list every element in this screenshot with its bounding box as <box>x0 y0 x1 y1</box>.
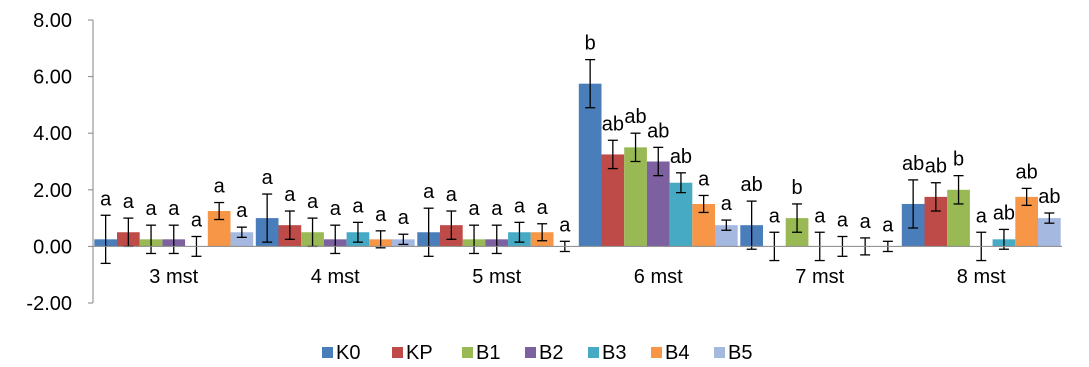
bar <box>646 161 670 247</box>
significance-label: a <box>882 214 894 236</box>
legend-label: B1 <box>476 342 500 364</box>
significance-label: b <box>791 177 802 199</box>
significance-label: a <box>837 209 849 231</box>
legend-label: B3 <box>602 342 626 364</box>
significance-label: a <box>537 197 549 219</box>
significance-label: a <box>168 198 180 220</box>
significance-label: a <box>423 181 435 203</box>
significance-label: a <box>976 205 988 227</box>
legend-swatch <box>714 347 725 358</box>
significance-label: ab <box>647 120 669 142</box>
significance-label: a <box>145 198 157 220</box>
significance-label: a <box>375 204 387 226</box>
significance-label: ab <box>602 113 624 135</box>
significance-label: a <box>123 191 135 213</box>
legend-label: B2 <box>539 342 563 364</box>
significance-label: a <box>514 195 526 217</box>
significance-label: a <box>330 198 342 220</box>
y-tick-label: 8.00 <box>33 10 72 32</box>
legend-swatch <box>651 347 662 358</box>
significance-label: a <box>860 211 872 233</box>
x-tick-label: 6 mst <box>634 266 683 288</box>
bar <box>924 196 948 247</box>
significance-label: a <box>721 193 733 215</box>
bar <box>1038 218 1061 247</box>
significance-label: a <box>814 205 826 227</box>
significance-label: a <box>307 191 319 213</box>
bar <box>578 83 602 247</box>
legend-label: B4 <box>665 342 689 364</box>
bar <box>947 189 970 247</box>
significance-label: ab <box>1038 186 1060 208</box>
y-axis: 8.00 6.00 4.00 2.00 0.00 -2.00 <box>26 10 94 315</box>
x-tick-label: 5 mst <box>472 266 521 288</box>
x-tick-label: 8 mst <box>957 266 1006 288</box>
legend-swatch <box>392 347 403 358</box>
bar <box>692 203 715 247</box>
significance-label: b <box>585 33 596 55</box>
significance-label: a <box>446 184 458 206</box>
y-tick-label: 0.00 <box>33 236 72 258</box>
significance-label: ab <box>670 146 692 168</box>
significance-label: a <box>491 198 503 220</box>
bar <box>230 232 254 247</box>
significance-label: a <box>284 184 296 206</box>
significance-label: a <box>191 209 203 231</box>
significance-label: a <box>262 167 274 189</box>
significance-label: ab <box>1016 161 1038 183</box>
bar <box>669 182 693 247</box>
legend-label: KP <box>406 342 433 364</box>
significance-label: a <box>698 168 710 190</box>
significance-label: a <box>398 207 410 229</box>
legend-swatch <box>588 347 599 358</box>
x-tick-label: 7 mst <box>795 266 844 288</box>
y-tick-label: 6.00 <box>33 67 72 89</box>
legend: K0 KP B1 B2 B3 B4 B5 <box>322 342 752 364</box>
significance-label: ab <box>925 156 947 178</box>
significance-label: a <box>236 200 248 222</box>
significance-label: a <box>352 195 364 217</box>
legend-swatch <box>462 347 473 358</box>
significance-label: a <box>769 205 781 227</box>
bar <box>624 147 647 247</box>
bar <box>715 225 738 247</box>
y-tick-label: 2.00 <box>33 180 72 202</box>
significance-label: a <box>100 188 112 210</box>
significance-label: ab <box>741 174 763 196</box>
bar <box>601 154 625 247</box>
legend-label: B5 <box>728 342 752 364</box>
y-tick-label: 4.00 <box>33 123 72 145</box>
x-tick-label: 3 mst <box>149 266 198 288</box>
significance-label: a <box>559 214 571 236</box>
legend-label: K0 <box>336 342 360 364</box>
bar <box>207 211 231 247</box>
x-tick-label: 4 mst <box>311 266 360 288</box>
legend-swatch <box>525 347 536 358</box>
significance-label: ab <box>993 202 1015 224</box>
significance-label: a <box>214 176 226 198</box>
significance-label: b <box>953 149 964 171</box>
bar <box>1015 196 1038 247</box>
legend-swatch <box>322 347 333 358</box>
significance-label: a <box>468 198 480 220</box>
x-axis: 3 mst 4 mst 5 mst 6 mst 7 mst 8 mst <box>93 245 1062 288</box>
significance-label: ab <box>624 106 646 128</box>
significance-label: ab <box>902 153 924 175</box>
y-tick-label: -2.00 <box>26 293 72 315</box>
error-bars <box>100 58 1055 265</box>
